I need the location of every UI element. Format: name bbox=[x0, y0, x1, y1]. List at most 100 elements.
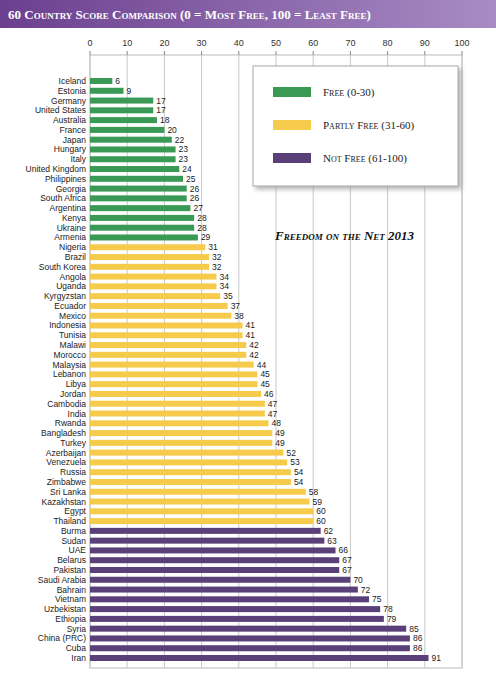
data-label: 26 bbox=[190, 193, 200, 203]
data-label: 26 bbox=[190, 184, 200, 194]
bar bbox=[90, 127, 164, 133]
bar bbox=[90, 391, 261, 397]
tick-label: 90 bbox=[420, 38, 430, 48]
data-label: 78 bbox=[383, 604, 393, 614]
category-label: Jordan bbox=[60, 389, 86, 399]
bar bbox=[90, 538, 324, 544]
data-label: 54 bbox=[294, 477, 304, 487]
category-label: Pakistan bbox=[53, 565, 86, 575]
category-label: Libya bbox=[66, 379, 87, 389]
category-label: Egypt bbox=[64, 506, 86, 516]
category-label: Syria bbox=[67, 624, 87, 634]
tick-mark bbox=[387, 51, 388, 55]
grid: 0102030405060708090100 bbox=[87, 38, 469, 668]
category-label: Uzbekistan bbox=[44, 604, 86, 614]
bar bbox=[90, 195, 187, 201]
category-label: Tunisia bbox=[59, 330, 86, 340]
category-label: Ukraine bbox=[57, 223, 87, 233]
data-label: 17 bbox=[156, 96, 166, 106]
bar bbox=[90, 567, 339, 573]
category-label: Kazakhstan bbox=[42, 497, 87, 507]
bar bbox=[90, 547, 336, 553]
data-label: 85 bbox=[409, 624, 419, 634]
data-label: 47 bbox=[268, 409, 278, 419]
data-label: 75 bbox=[372, 594, 382, 604]
data-label: 41 bbox=[246, 330, 256, 340]
bar bbox=[90, 577, 350, 583]
data-label: 20 bbox=[167, 125, 177, 135]
category-label: Cuba bbox=[66, 643, 87, 653]
bar bbox=[90, 616, 384, 622]
data-label: 29 bbox=[201, 232, 211, 242]
tick-label: 70 bbox=[345, 38, 355, 48]
category-label: Rwanda bbox=[55, 418, 86, 428]
bar bbox=[90, 293, 220, 299]
category-label: Iran bbox=[71, 653, 86, 663]
category-label: Burma bbox=[61, 526, 86, 536]
bar bbox=[90, 225, 194, 231]
data-label: 63 bbox=[327, 536, 337, 546]
bar bbox=[90, 166, 179, 172]
category-label: Italy bbox=[70, 154, 86, 164]
tick-mark bbox=[201, 51, 202, 55]
category-label: Azerbaijan bbox=[46, 448, 86, 458]
chart-container: 60 Country Score Comparison (0 = Most Fr… bbox=[0, 0, 496, 696]
data-label: 86 bbox=[413, 633, 423, 643]
tick-mark bbox=[127, 51, 128, 55]
bar bbox=[90, 596, 369, 602]
data-label: 31 bbox=[208, 242, 218, 252]
bar bbox=[90, 469, 291, 475]
bar bbox=[90, 313, 231, 319]
category-label: Cambodia bbox=[47, 399, 86, 409]
data-label: 79 bbox=[387, 614, 397, 624]
bar bbox=[90, 146, 176, 152]
data-label: 54 bbox=[294, 467, 304, 477]
category-label: Australia bbox=[53, 115, 86, 125]
chart-svg: 60 Country Score Comparison (0 = Most Fr… bbox=[0, 0, 496, 696]
tick-mark bbox=[90, 51, 91, 55]
data-label: 86 bbox=[413, 643, 423, 653]
data-label: 17 bbox=[156, 105, 166, 115]
tick-mark bbox=[238, 51, 239, 55]
bar bbox=[90, 274, 216, 280]
bar bbox=[90, 322, 243, 328]
bar bbox=[90, 411, 265, 417]
data-label: 91 bbox=[432, 653, 442, 663]
category-label: United Kingdom bbox=[26, 164, 86, 174]
tick-label: 10 bbox=[122, 38, 132, 48]
category-label: China (PRC) bbox=[38, 633, 86, 643]
bar bbox=[90, 362, 254, 368]
plot-frame bbox=[90, 55, 462, 668]
data-label: 18 bbox=[160, 115, 170, 125]
bar bbox=[90, 205, 190, 211]
legend-swatch bbox=[273, 120, 311, 130]
data-label: 25 bbox=[186, 174, 196, 184]
category-label: Turkey bbox=[60, 438, 86, 448]
data-label: 35 bbox=[223, 291, 233, 301]
data-label: 22 bbox=[175, 135, 185, 145]
legend-label: Partly Free (31-60) bbox=[323, 119, 415, 132]
bar bbox=[90, 98, 153, 104]
tick-mark bbox=[164, 51, 165, 55]
data-label: 60 bbox=[316, 516, 326, 526]
bar bbox=[90, 479, 291, 485]
bar bbox=[90, 381, 257, 387]
bar bbox=[90, 508, 313, 514]
data-label: 45 bbox=[260, 369, 270, 379]
data-label: 48 bbox=[272, 418, 282, 428]
category-labels: IcelandEstoniaGermanyUnited StatesAustra… bbox=[26, 76, 87, 663]
bar bbox=[90, 606, 380, 612]
bar bbox=[90, 303, 228, 309]
category-label: Mexico bbox=[59, 311, 86, 321]
category-label: Iceland bbox=[59, 76, 87, 86]
data-label: 67 bbox=[342, 555, 352, 565]
category-label: Argentina bbox=[50, 203, 87, 213]
bar bbox=[90, 332, 243, 338]
data-label: 70 bbox=[353, 575, 363, 585]
bar bbox=[90, 401, 265, 407]
category-label: UAE bbox=[69, 545, 87, 555]
bar bbox=[90, 430, 272, 436]
data-label: 23 bbox=[179, 154, 189, 164]
bar bbox=[90, 176, 183, 182]
bar bbox=[90, 88, 123, 94]
